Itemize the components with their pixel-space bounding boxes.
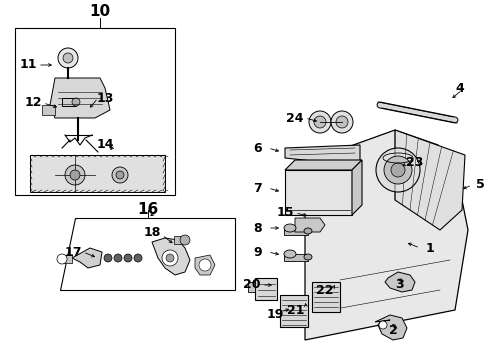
Text: 6: 6	[253, 141, 262, 154]
Circle shape	[383, 156, 411, 184]
Text: 22: 22	[316, 284, 333, 297]
Text: 5: 5	[475, 179, 484, 192]
Text: 10: 10	[89, 4, 110, 19]
Polygon shape	[152, 238, 190, 275]
Polygon shape	[305, 130, 467, 340]
Circle shape	[72, 98, 80, 106]
Bar	[62, 98, 76, 106]
Text: 3: 3	[395, 279, 404, 292]
Polygon shape	[72, 248, 102, 268]
Text: 2: 2	[388, 324, 397, 337]
Polygon shape	[284, 254, 307, 261]
Polygon shape	[394, 130, 464, 230]
Ellipse shape	[304, 254, 311, 260]
Text: 13: 13	[96, 91, 113, 104]
Polygon shape	[30, 155, 164, 192]
Polygon shape	[174, 236, 182, 244]
Polygon shape	[62, 255, 72, 263]
Ellipse shape	[304, 228, 311, 234]
Circle shape	[114, 254, 122, 262]
Circle shape	[313, 116, 325, 128]
Text: 4: 4	[455, 81, 464, 94]
Circle shape	[104, 254, 112, 262]
Circle shape	[116, 171, 124, 179]
Text: 15: 15	[276, 207, 293, 220]
Text: 19: 19	[266, 309, 283, 321]
Text: 23: 23	[406, 157, 423, 170]
Circle shape	[134, 254, 142, 262]
Circle shape	[375, 148, 419, 192]
Polygon shape	[284, 228, 307, 235]
Polygon shape	[285, 170, 351, 215]
Circle shape	[63, 53, 73, 63]
Polygon shape	[374, 315, 406, 340]
Bar	[311, 282, 339, 312]
Ellipse shape	[284, 224, 295, 232]
Polygon shape	[351, 160, 361, 215]
Circle shape	[70, 170, 80, 180]
Text: 18: 18	[143, 225, 161, 238]
Ellipse shape	[284, 250, 295, 258]
Text: 8: 8	[253, 221, 262, 234]
Polygon shape	[285, 160, 361, 170]
Circle shape	[308, 111, 330, 133]
Polygon shape	[50, 78, 110, 118]
Polygon shape	[60, 218, 235, 290]
Bar	[15, 28, 175, 195]
Polygon shape	[42, 105, 55, 115]
Text: 14: 14	[96, 139, 114, 152]
Circle shape	[57, 254, 67, 264]
Text: 17: 17	[64, 246, 81, 258]
Text: 12: 12	[24, 96, 41, 109]
Text: 9: 9	[253, 246, 262, 258]
Circle shape	[162, 250, 178, 266]
Circle shape	[390, 163, 404, 177]
Circle shape	[112, 167, 128, 183]
Text: 1: 1	[425, 242, 433, 255]
Text: 16: 16	[137, 202, 158, 217]
Text: 11: 11	[19, 58, 37, 72]
Circle shape	[65, 165, 85, 185]
Circle shape	[165, 254, 174, 262]
Circle shape	[335, 116, 347, 128]
Polygon shape	[384, 272, 414, 292]
Circle shape	[199, 259, 210, 271]
Bar	[254, 278, 276, 300]
Bar	[280, 295, 307, 327]
Bar	[247, 282, 254, 292]
Polygon shape	[285, 145, 359, 165]
Circle shape	[330, 111, 352, 133]
Text: 7: 7	[253, 181, 262, 194]
Circle shape	[124, 254, 132, 262]
Polygon shape	[294, 218, 325, 232]
Text: 24: 24	[285, 112, 303, 125]
Text: 21: 21	[286, 303, 304, 316]
Circle shape	[378, 321, 386, 329]
Circle shape	[58, 48, 78, 68]
Text: 20: 20	[243, 279, 260, 292]
Polygon shape	[195, 255, 215, 275]
Circle shape	[180, 235, 190, 245]
